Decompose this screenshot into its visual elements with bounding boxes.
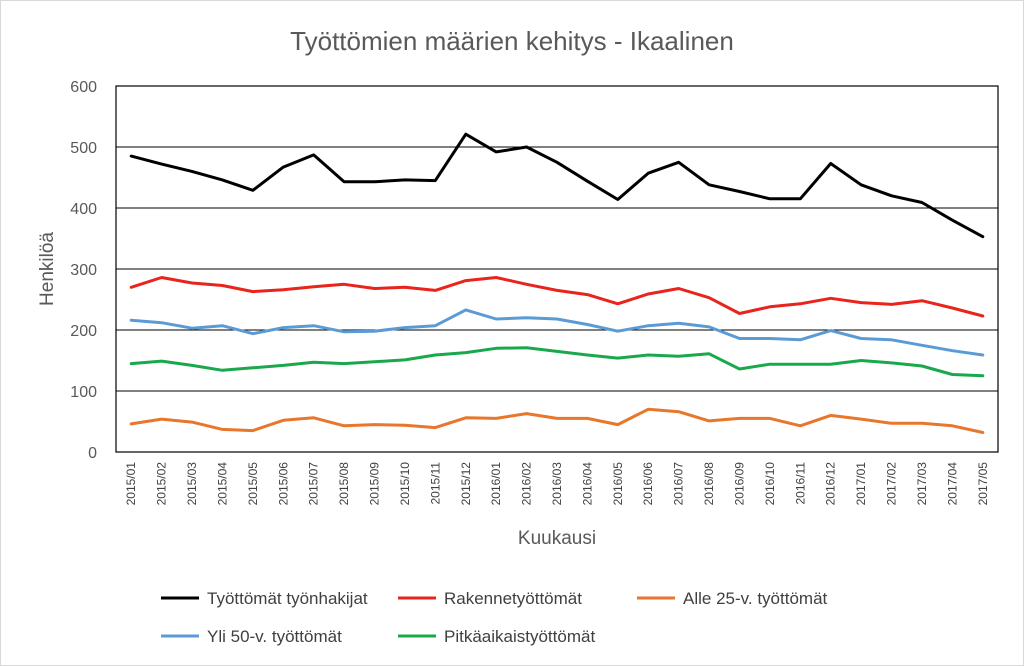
x-tick-label: 2015/07: [307, 462, 321, 506]
x-tick-label: 2016/01: [489, 462, 503, 506]
x-tick-label: 2015/09: [368, 462, 382, 506]
x-tick-label: 2016/09: [732, 462, 746, 506]
y-tick-label: 0: [88, 445, 97, 462]
y-axis-label: Henkilöä: [37, 232, 58, 306]
gridlines: [115, 85, 999, 453]
legend-label: Alle 25-v. työttömät: [683, 589, 828, 608]
x-tick-label: 2015/10: [398, 462, 412, 506]
x-tick-label: 2017/05: [976, 462, 990, 506]
x-tick-label: 2017/02: [885, 462, 899, 506]
x-tick-label: 2015/02: [155, 462, 169, 506]
x-tick-label: 2016/03: [550, 462, 564, 506]
legend-label: Yli 50-v. työttömät: [207, 627, 342, 646]
legend: Työttömät työnhakijat Rakennetyöttömät All…: [161, 589, 828, 646]
x-axis-ticks: 2015/01 2015/02 2015/03 2015/04 2015/05 2015/…: [124, 462, 990, 506]
x-tick-label: 2015/05: [246, 462, 260, 506]
series-line-3: [129, 407, 985, 434]
x-tick-label: 2016/08: [702, 462, 716, 506]
x-tick-label: 2015/12: [459, 462, 473, 506]
y-axis-ticks: 0 100 200 300 400 500 600: [70, 79, 97, 462]
x-tick-label: 2016/02: [520, 462, 534, 506]
x-tick-label: 2016/07: [672, 462, 686, 506]
x-tick-label: 2015/04: [215, 462, 229, 506]
series-lines: [129, 132, 985, 434]
x-tick-label: 2016/12: [824, 462, 838, 506]
series-line-4: [129, 308, 985, 357]
y-tick-label: 200: [70, 323, 97, 340]
x-tick-label: 2015/01: [124, 462, 138, 506]
chart-title: Työttömien määrien kehitys - Ikaalinen: [290, 26, 734, 56]
x-tick-label: 2017/03: [915, 462, 929, 506]
x-tick-label: 2016/10: [763, 462, 777, 506]
x-tick-label: 2015/03: [185, 462, 199, 506]
x-tick-label: 2016/06: [641, 462, 655, 506]
x-tick-label: 2016/04: [580, 462, 594, 506]
legend-label: Rakennetyöttömät: [444, 589, 582, 608]
series-line-2: [129, 276, 985, 318]
series-line-5: [129, 346, 985, 378]
y-tick-label: 500: [70, 140, 97, 157]
x-tick-label: 2015/11: [428, 462, 442, 505]
x-tick-label: 2016/05: [611, 462, 625, 506]
x-axis-label: Kuukausi: [518, 528, 596, 549]
y-tick-label: 600: [70, 79, 97, 96]
x-tick-label: 2016/11: [793, 462, 807, 505]
legend-label: Pitkäaikaistyöttömät: [444, 627, 595, 646]
y-tick-label: 400: [70, 201, 97, 218]
x-tick-label: 2017/04: [945, 462, 959, 506]
x-tick-label: 2017/01: [854, 462, 868, 506]
x-tick-label: 2015/08: [337, 462, 351, 506]
y-tick-label: 100: [70, 384, 97, 401]
x-tick-label: 2015/06: [276, 462, 290, 506]
legend-label: Työttömät työnhakijat: [207, 589, 368, 608]
y-tick-label: 300: [70, 262, 97, 279]
series-line-1: [129, 132, 985, 239]
